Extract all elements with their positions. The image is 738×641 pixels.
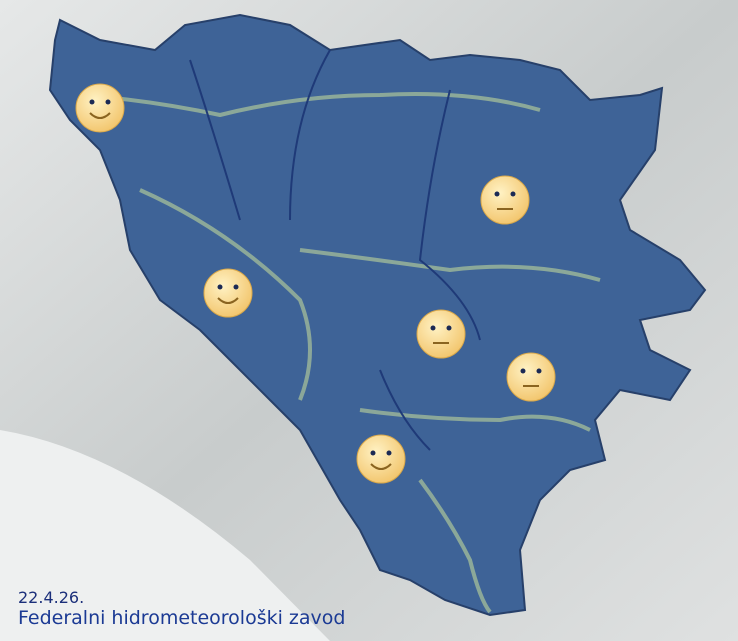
face-happy — [75, 83, 125, 133]
face-happy — [203, 268, 253, 318]
weather-icons — [75, 83, 556, 484]
face-neutral — [480, 175, 530, 225]
borders — [189, 49, 481, 451]
rivers — [79, 92, 601, 614]
face-neutral — [416, 309, 466, 359]
sea — [0, 430, 330, 641]
country — [48, 13, 707, 617]
face-neutral — [506, 352, 556, 402]
source: Federalni hidrometeorološki zavod — [18, 607, 346, 629]
face-happy — [356, 434, 406, 484]
date: 22.4.26. — [18, 588, 85, 607]
